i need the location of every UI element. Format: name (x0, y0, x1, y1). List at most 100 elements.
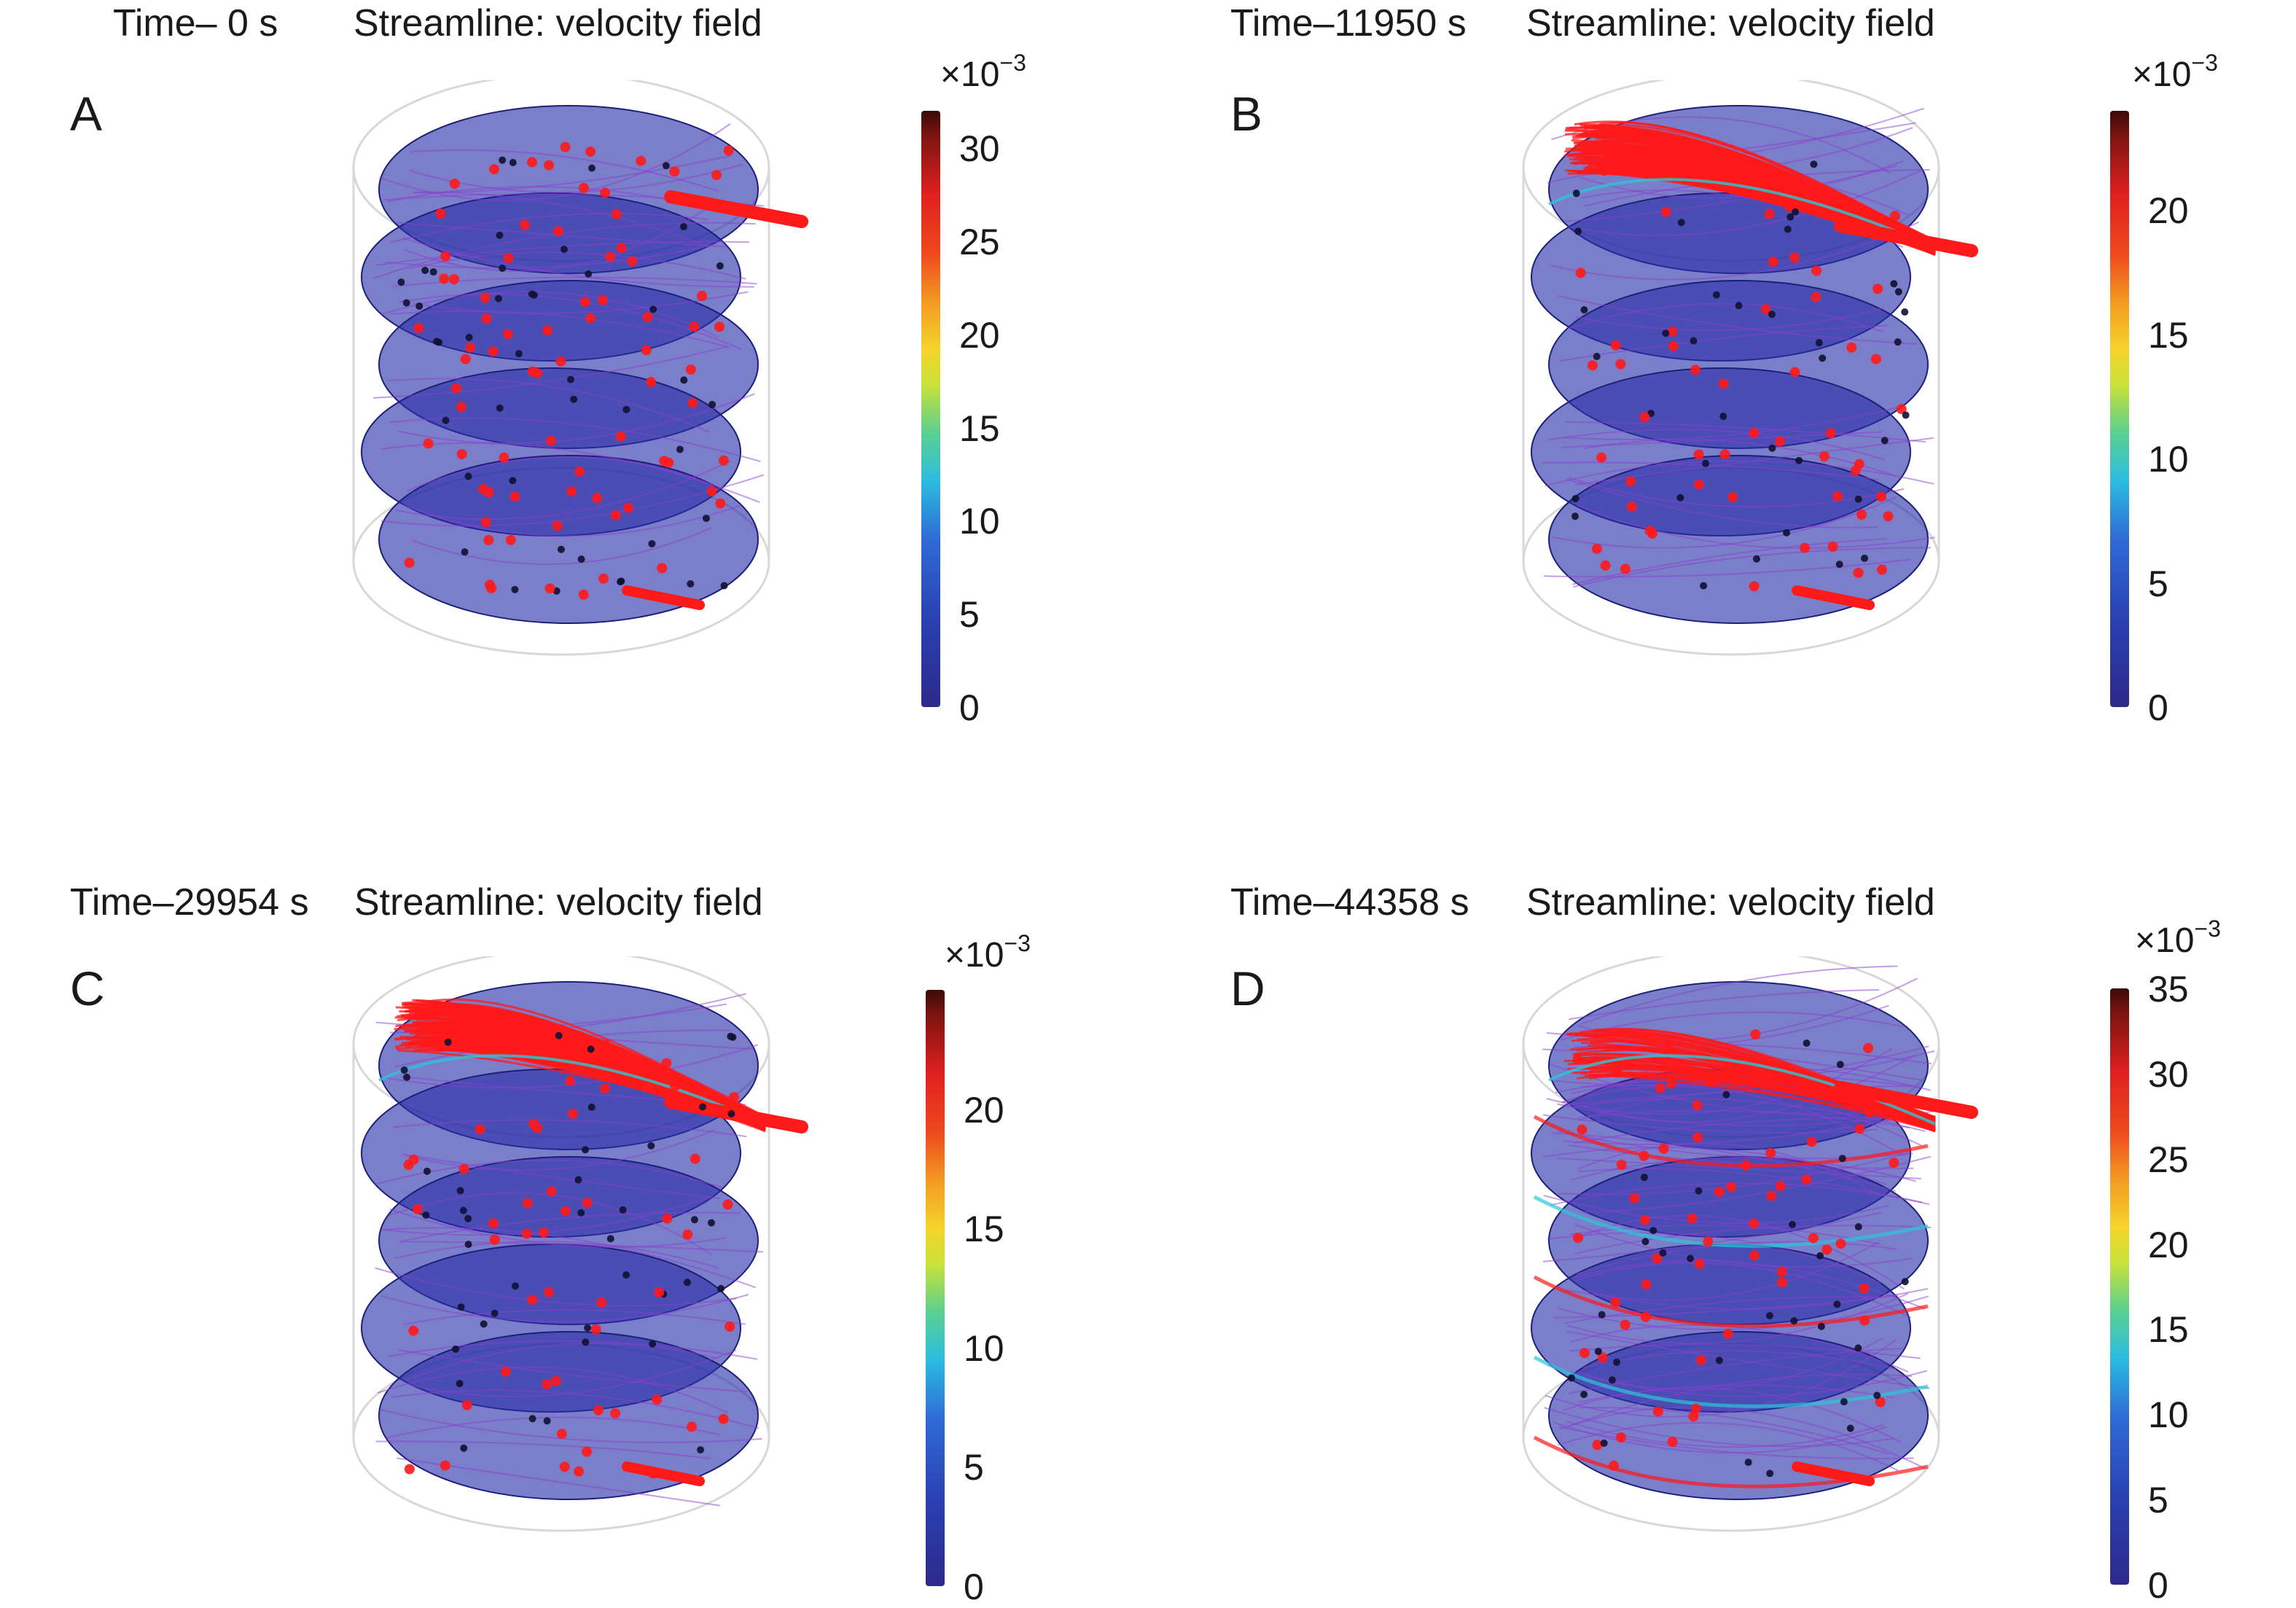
particle-marker (553, 225, 564, 236)
particle-marker (669, 166, 680, 177)
plot-label: Streamline: velocity field (1526, 881, 1935, 924)
particle-marker (1610, 340, 1621, 351)
particle-marker (494, 294, 502, 303)
streamline (1569, 1343, 1921, 1359)
particle-marker (577, 1209, 585, 1217)
streamline (1550, 221, 1919, 281)
streamline (1571, 538, 1887, 585)
particle-marker (1641, 1238, 1649, 1246)
particle-marker (1810, 160, 1818, 168)
streamline (1561, 431, 1883, 448)
streamline (1577, 1214, 1905, 1290)
particle-marker (596, 1297, 607, 1308)
particle-marker (617, 578, 625, 586)
particle-marker (1784, 225, 1792, 233)
particle-marker (690, 1153, 700, 1164)
particle-marker (1765, 1311, 1773, 1319)
particle-marker (1679, 152, 1690, 163)
particle-marker (496, 231, 504, 239)
particle-marker (1864, 1107, 1875, 1118)
particle-marker (452, 1345, 460, 1353)
particle-marker (1625, 476, 1636, 487)
particle-marker (1789, 1220, 1797, 1228)
particle-marker (1608, 1376, 1616, 1384)
particle-marker (729, 1092, 740, 1103)
streamline (1580, 965, 1898, 1025)
particle-marker (1722, 1328, 1733, 1339)
particle-marker (647, 1468, 658, 1479)
particle-marker (565, 1075, 576, 1086)
particle-marker (1641, 1279, 1652, 1290)
particle-marker (1658, 1143, 1669, 1154)
cylinder-scene (1522, 956, 1978, 1532)
particle-marker (641, 345, 652, 356)
colorbar-tick-label: 0 (959, 687, 980, 728)
particle-marker (1811, 292, 1821, 303)
streamline (376, 241, 749, 266)
panel-letter: B (1230, 87, 1263, 141)
particle-marker (1663, 1041, 1674, 1052)
streamline (1577, 504, 1935, 549)
streamline (1574, 1262, 1912, 1319)
particle-marker (509, 491, 520, 502)
particle-marker (598, 573, 609, 584)
particle-marker (544, 1287, 555, 1297)
time-label: Time–44358 s (1230, 881, 1469, 924)
particle-marker (606, 1235, 614, 1243)
particle-marker (560, 1206, 571, 1217)
particle-marker (1705, 1077, 1716, 1088)
particle-marker (627, 256, 638, 267)
particle-marker (532, 1123, 543, 1133)
particle-marker (545, 435, 556, 446)
particle-marker (600, 187, 611, 198)
particle-marker (1811, 265, 1822, 276)
streamline (391, 310, 730, 348)
particle-marker (647, 1141, 655, 1150)
streamline (382, 1196, 710, 1236)
particle-marker (1861, 554, 1869, 562)
streamline (1566, 165, 1897, 222)
particle-marker (1764, 208, 1775, 219)
particle-marker (1700, 582, 1708, 590)
colorbar-tick-label: 5 (2148, 1480, 2168, 1521)
particle-marker (679, 222, 687, 230)
particle-marker (1692, 1100, 1703, 1111)
particle-marker (581, 1446, 592, 1457)
panel-a: Time– 0 s Streamline: velocity field A ×… (0, 0, 1148, 802)
particle-marker (522, 1198, 533, 1209)
streamline (426, 998, 766, 1123)
cylinder-scene (352, 80, 808, 656)
colorbar-exponent: ×10−3 (940, 50, 1026, 94)
particle-marker (1659, 1249, 1667, 1257)
streamline (406, 1129, 716, 1171)
particle-marker (1726, 1066, 1737, 1077)
streamline (398, 393, 755, 445)
streamline (375, 1267, 737, 1307)
particle-marker (1620, 563, 1631, 574)
colorbar-tick-label: 0 (2148, 687, 2168, 728)
particle-marker (1901, 308, 1909, 316)
streamline (1559, 324, 1889, 362)
streamline (1567, 303, 1884, 333)
particle-marker (1768, 444, 1776, 452)
streamline (1574, 1116, 1925, 1144)
colorbar-tick-label: 5 (964, 1447, 984, 1488)
particle-marker (1821, 1244, 1832, 1255)
particle-marker (528, 1415, 536, 1423)
particle-marker (727, 1109, 735, 1117)
particle-marker (491, 1309, 499, 1317)
streamline (381, 1227, 757, 1289)
colorbar-tick-label: 10 (964, 1327, 1004, 1369)
colorbar-exponent: ×10−3 (945, 930, 1031, 975)
particle-marker (722, 1199, 733, 1210)
particle-marker (1594, 1347, 1602, 1355)
panel-letter: A (70, 87, 103, 141)
particle-marker (1655, 1082, 1666, 1093)
particle-marker (1883, 511, 1894, 522)
streamline (373, 346, 728, 399)
particle-marker (1712, 291, 1720, 299)
particle-marker (1856, 509, 1867, 520)
streamline (1584, 439, 1894, 476)
particle-marker (505, 534, 516, 545)
particle-marker (456, 449, 467, 460)
